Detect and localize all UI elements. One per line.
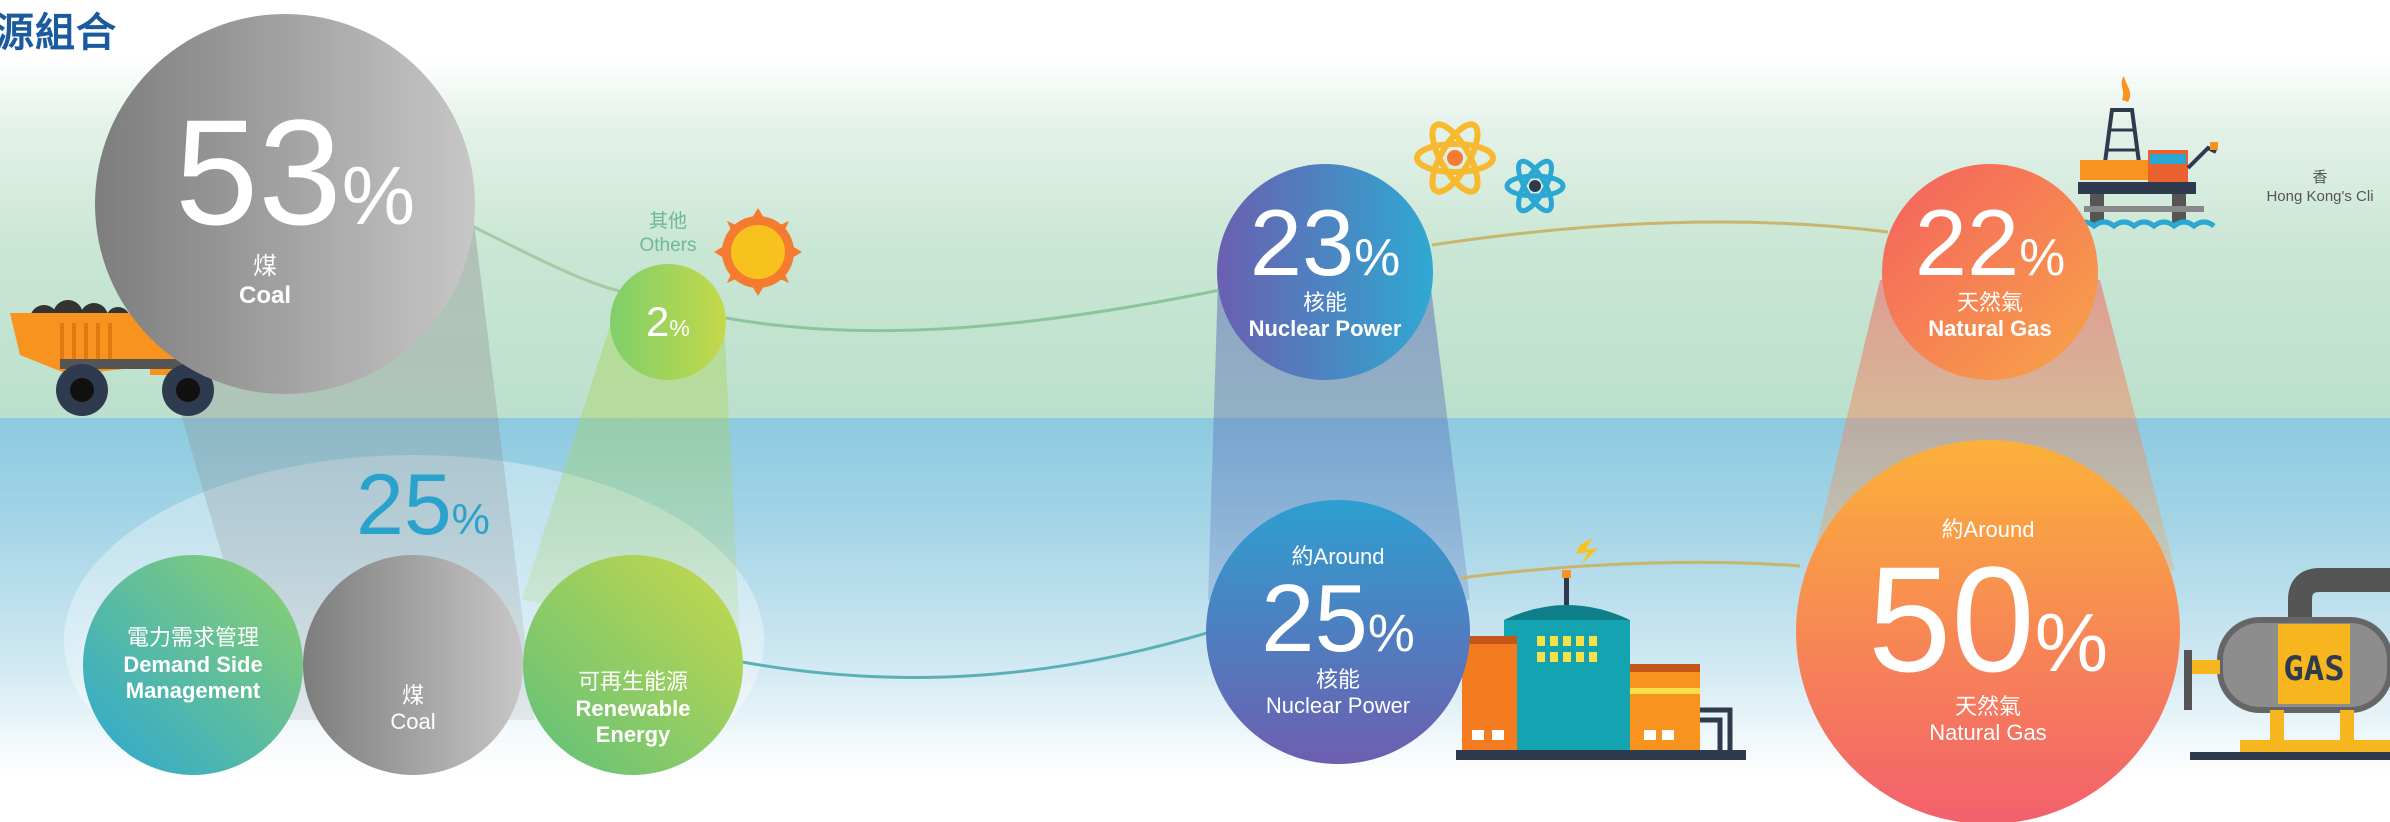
gas-value: 22 — [1914, 189, 2020, 295]
flow-line-2 — [725, 288, 1221, 333]
nuclear-future-label: 約Around 25% 核能 Nuclear Power — [1206, 500, 1470, 764]
side-note-zh: 香 — [2312, 169, 2328, 186]
nuclear-value: 23 — [1249, 189, 1355, 295]
coal-small-zh: 煤 — [401, 682, 424, 708]
nuclear-future-circle — [1206, 500, 1470, 764]
group-25-value: 25 — [356, 457, 452, 553]
renewable-en-2: Energy — [595, 722, 671, 748]
gas-circle — [1882, 164, 2098, 380]
pct-unit: % — [2034, 596, 2109, 689]
coal-label: 53% 煤 Coal — [95, 14, 475, 394]
pct-unit: % — [1354, 227, 1401, 286]
gas-future-en: Natural Gas — [1929, 720, 2047, 746]
flow-line-3 — [1431, 220, 1889, 247]
gas-zh: 天然氣 — [1956, 289, 2023, 315]
nuclear-label: 23% 核能 Nuclear Power — [1217, 164, 1433, 380]
gas-tank-icon: GAS — [2184, 568, 2390, 760]
nuclear-future-value: 25 — [1261, 564, 1368, 672]
coal-small-label: 煤 Coal — [303, 555, 523, 775]
dsm-circle — [83, 555, 303, 775]
others-circle — [610, 264, 726, 380]
group-25-value-label: 25% — [356, 462, 490, 548]
nuclear-plant-icon — [1456, 538, 1746, 760]
others-label: 其他 Others — [608, 210, 728, 258]
pct-unit: % — [341, 150, 416, 243]
gas-future-zh: 天然氣 — [1954, 693, 2021, 719]
gas-label: 22% 天然氣 Natural Gas — [1882, 164, 2098, 380]
coal-en: Coal — [238, 282, 291, 309]
atom-icon-small — [1504, 158, 1566, 214]
gas-future-label: 約Around 50% 天然氣 Natural Gas — [1796, 440, 2180, 822]
renewable-label: 可再生能源 Renewable Energy — [523, 555, 743, 775]
page-title: 源組合 — [0, 10, 117, 56]
pct-unit: % — [669, 315, 690, 341]
coal-zh: 煤 — [253, 253, 277, 281]
coal-small-en: Coal — [390, 709, 436, 734]
dsm-en-1: Demand Side — [123, 651, 263, 677]
coal-small-circle — [303, 555, 523, 775]
pct-unit: % — [2019, 227, 2066, 286]
coal-circle — [95, 14, 475, 394]
gas-future-value: 50 — [1867, 534, 2035, 703]
gas-en: Natural Gas — [1928, 316, 2052, 341]
atom-icon — [1414, 121, 1496, 195]
dsm-en-2: Management — [125, 678, 261, 704]
others-value-label: 2% — [610, 264, 726, 380]
others-zh: 其他 — [648, 211, 687, 232]
others-connector — [522, 320, 740, 640]
oil-rig-icon — [2072, 76, 2218, 230]
flow-line-5 — [1459, 560, 1801, 580]
nuclear-en: Nuclear Power — [1248, 316, 1402, 341]
gas-future-circle — [1796, 440, 2180, 822]
flow-line-4 — [741, 630, 1211, 679]
nuclear-circle — [1217, 164, 1433, 380]
renewable-en-1: Renewable — [575, 695, 691, 721]
gas-future-prefix: 約Around — [1941, 517, 2035, 543]
pct-unit: % — [1367, 603, 1415, 663]
renewable-zh: 可再生能源 — [577, 669, 688, 695]
nuclear-future-zh: 核能 — [1315, 666, 1360, 692]
nuclear-future-prefix: 約Around — [1291, 544, 1385, 570]
renewable-circle — [523, 555, 743, 775]
gas-tank-label: GAS — [2283, 649, 2344, 689]
others-en: Others — [639, 234, 697, 256]
coal-value: 53 — [174, 88, 342, 257]
others-value: 2 — [646, 298, 670, 345]
dsm-label: 電力需求管理 Demand Side Management — [83, 555, 303, 775]
pct-unit: % — [451, 496, 490, 544]
nuclear-zh: 核能 — [1302, 289, 1347, 315]
nuclear-future-en: Nuclear Power — [1265, 693, 1411, 719]
dsm-zh: 電力需求管理 — [126, 625, 259, 651]
side-note-en: Hong Kong's Cli — [2266, 188, 2374, 205]
sun-icon — [714, 208, 802, 296]
